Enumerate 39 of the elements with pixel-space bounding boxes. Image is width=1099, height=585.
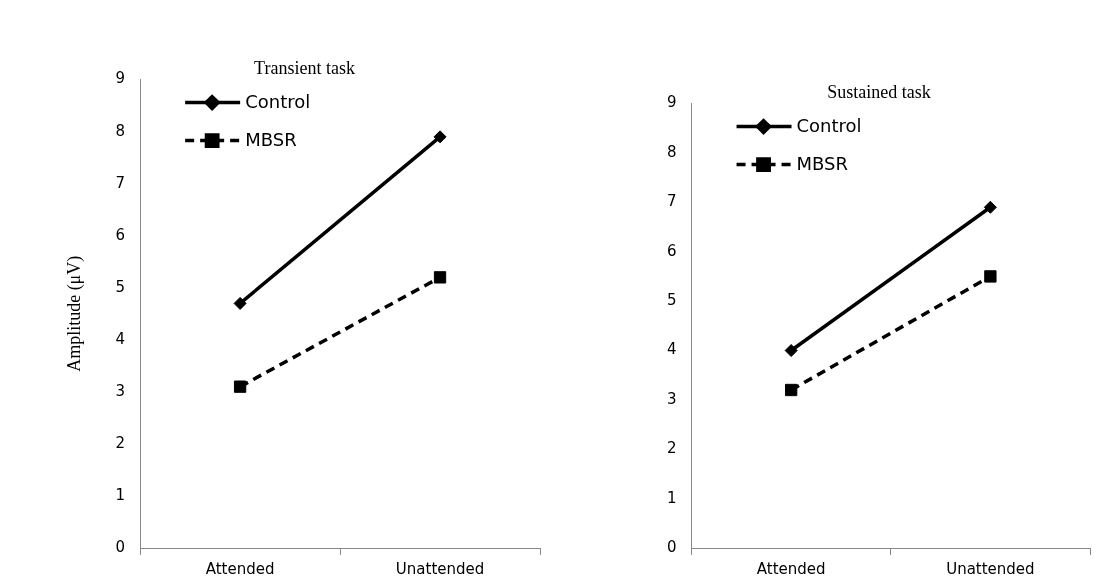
y-tick-label: 4 [667,340,677,359]
y-tick-label: 6 [667,241,677,260]
point [983,200,997,214]
y-tick-label: 1 [667,488,677,507]
y-tick-label: 1 [115,485,126,504]
point [233,296,247,310]
y-tick-label: 4 [115,329,126,348]
point [433,130,447,144]
point [433,271,447,284]
y-tick-label: 7 [115,173,126,192]
legend-label: Control [245,91,311,113]
y-tick-label: 2 [667,439,677,458]
x-tick-label: Attended [205,559,275,578]
point [984,270,997,283]
y-tick-label: 8 [115,121,126,140]
y-tick-label: 3 [115,381,126,400]
y-tick-label: 6 [115,225,126,244]
y-axis-title: Amplitude (μV) [63,255,85,372]
y-tick-label: 5 [115,277,126,296]
point [785,383,798,397]
x-tick-label: Attended [756,559,826,578]
legend-label: MBSR [245,129,297,151]
y-tick-label: 9 [667,93,677,112]
y-tick-label: 8 [667,142,677,161]
chart-title: Transient task [254,57,355,78]
x-tick-label: Unattended [946,559,1035,578]
point [784,343,798,357]
chart-title: Sustained task [827,81,931,102]
y-tick-label: 0 [115,537,126,556]
y-tick-label: 9 [115,69,126,88]
y-tick-label: 0 [667,537,677,556]
point [233,380,247,393]
y-tick-label: 7 [667,192,677,211]
y-tick-label: 3 [667,389,677,408]
x-tick-label: Unattended [395,559,485,578]
y-tick-label: 2 [115,433,126,452]
legend-label: MBSR [796,153,849,175]
y-tick-label: 5 [667,291,677,309]
legend-label: Control [796,115,862,137]
